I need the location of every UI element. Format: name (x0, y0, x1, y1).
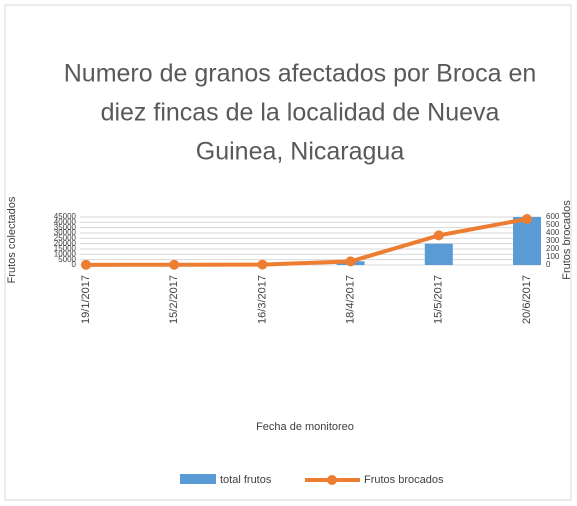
y-tick-label: 30000 (54, 228, 77, 237)
chart-title: diez fincas de la localidad de Nueva (101, 99, 500, 127)
legend-label: total frutos (220, 474, 272, 486)
y-tick-label: 20000 (54, 239, 77, 248)
y-tick-label: 5000 (58, 255, 76, 264)
y-axis-title: Frutos colectados (6, 196, 18, 283)
y-tick-label: 15000 (54, 244, 77, 253)
y-tick-label: 10000 (54, 249, 77, 258)
y-tick-label: 45000 (54, 212, 77, 221)
chart-title: Guinea, Nicaragua (196, 138, 405, 166)
y-tick-label: 25000 (54, 233, 77, 242)
y-tick-label: 0 (72, 260, 77, 269)
chart-frame (4, 4, 572, 501)
line-marker (433, 230, 444, 241)
y2-tick-label: 300 (546, 236, 560, 245)
x-tick-label: 15/2/2017 (168, 275, 180, 324)
y2-tick-label: 600 (546, 212, 560, 221)
bar (424, 243, 453, 265)
x-tick-label: 20/6/2017 (521, 275, 533, 324)
y2-axis-title: Frutos brocados (561, 200, 573, 280)
line-marker (345, 256, 356, 267)
x-tick-label: 15/5/2017 (433, 275, 445, 324)
x-tick-label: 19/1/2017 (80, 275, 92, 324)
line-marker (522, 214, 532, 224)
line-marker (81, 259, 91, 270)
y-tick-label: 35000 (54, 223, 77, 232)
x-tick-label: 18/4/2017 (345, 275, 357, 324)
chart-title: Numero de granos afectados por Broca en (64, 60, 537, 88)
y-tick-label: 40000 (54, 217, 77, 226)
legend-swatch (180, 474, 216, 484)
bar (513, 217, 541, 265)
y2-tick-label: 400 (546, 228, 560, 237)
legend-label: Frutos brocados (364, 474, 444, 486)
y2-tick-label: 200 (546, 244, 560, 253)
y2-tick-label: 0 (546, 260, 551, 269)
x-tick-label: 16/3/2017 (256, 275, 268, 324)
y2-tick-label: 100 (546, 252, 560, 261)
x-axis-title: Fecha de monitoreo (256, 421, 354, 433)
line-marker (257, 259, 268, 270)
line (85, 217, 528, 267)
line-marker (169, 259, 180, 270)
y2-tick-label: 500 (546, 220, 560, 229)
legend-marker (327, 475, 337, 485)
